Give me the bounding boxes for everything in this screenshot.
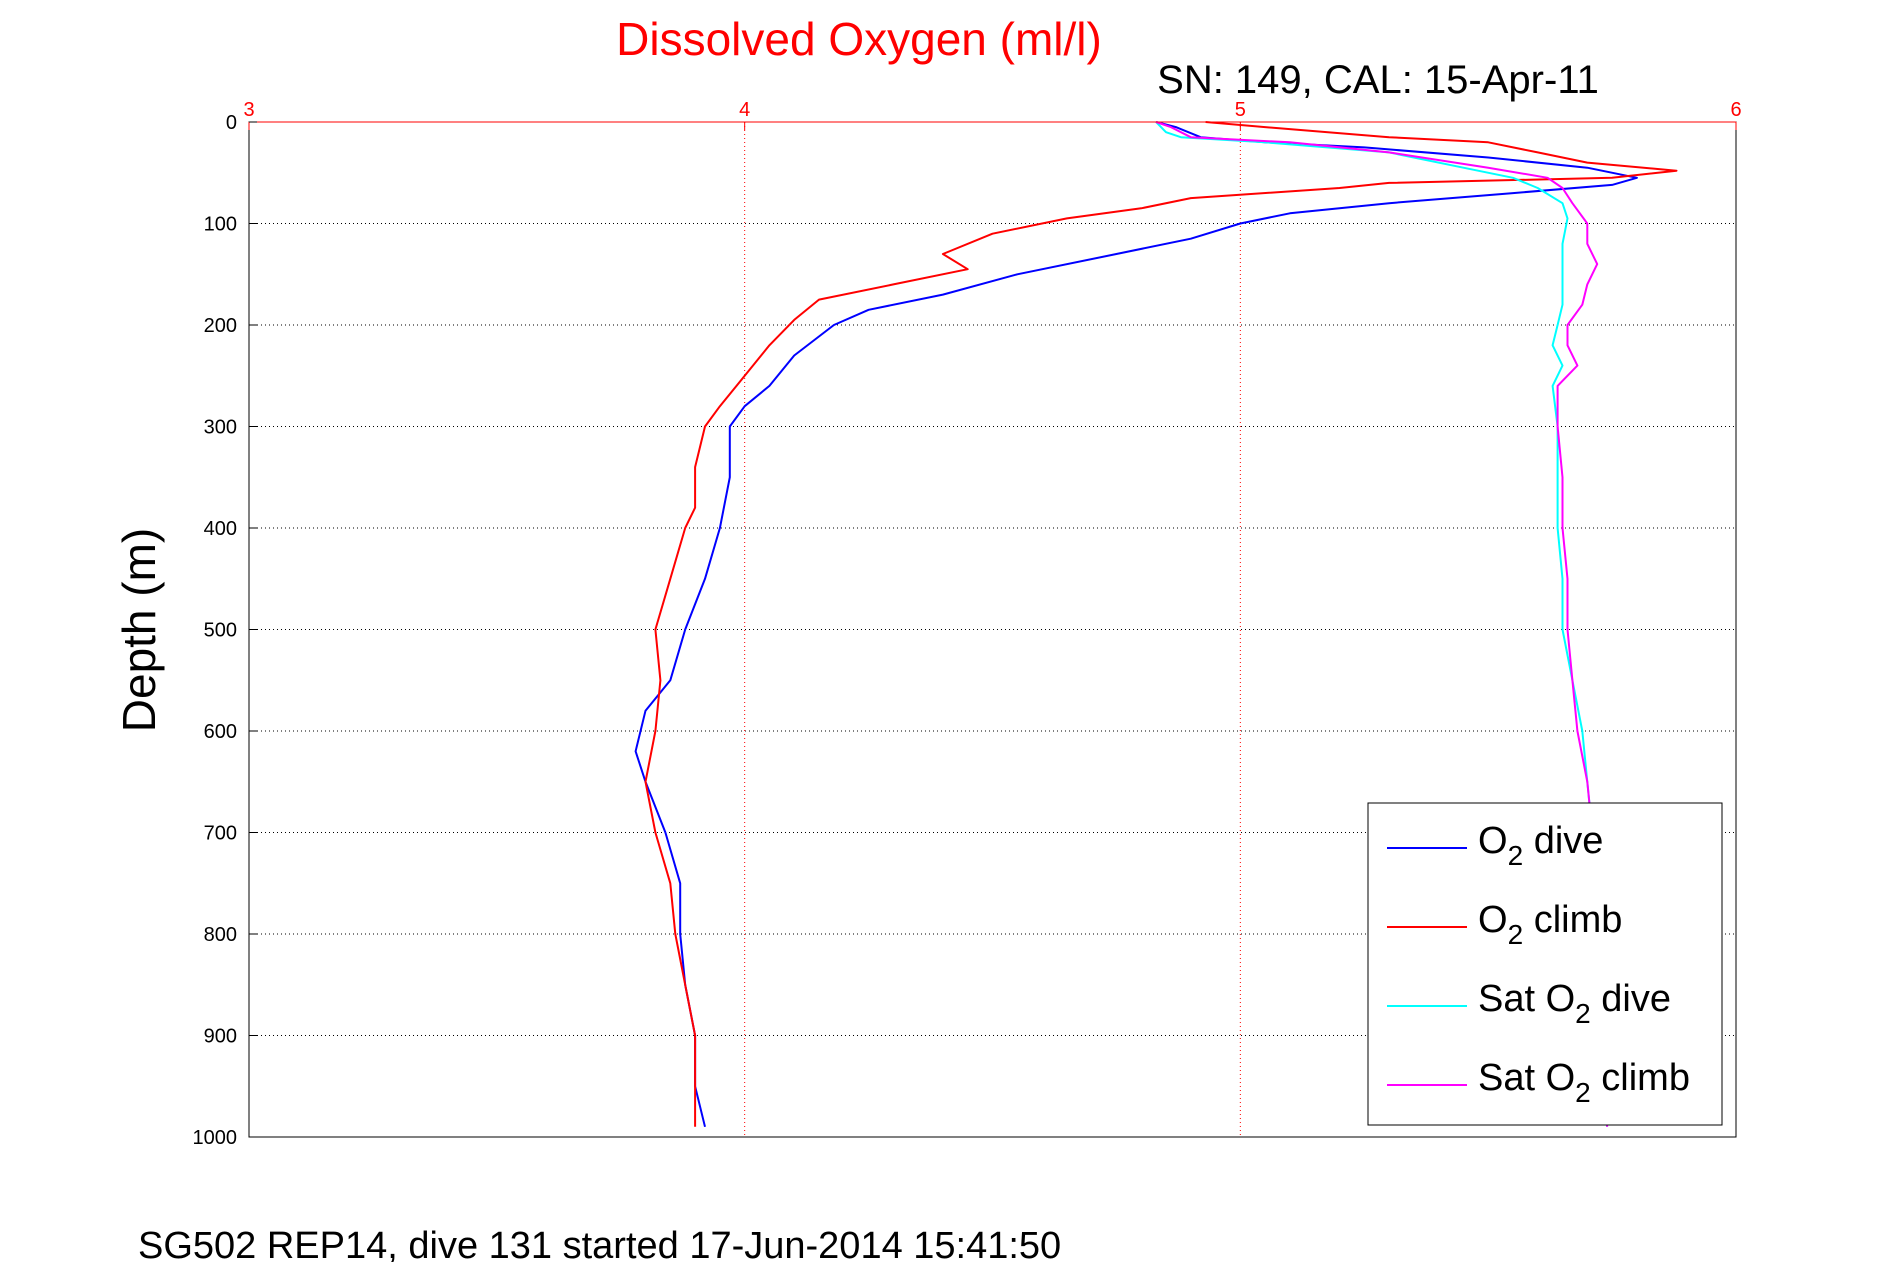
series-line-0 — [634, 121, 1638, 1128]
legend-label-1: O2 climb — [1478, 899, 1622, 950]
x-axis-ticks: 3 4 5 6 — [243, 99, 1742, 130]
chart-title: Dissolved Oxygen (ml/l) — [616, 13, 1102, 65]
legend-box — [1367, 802, 1723, 1126]
y-tick-label-100: 100 — [204, 214, 237, 236]
x-tick-label-6: 6 — [1730, 99, 1741, 121]
y-tick-label-300: 300 — [204, 417, 237, 439]
chart-subtitle: SN: 149, CAL: 15-Apr-11 — [1157, 58, 1599, 102]
y-tick-label-500: 500 — [204, 620, 237, 642]
y-tick-label-400: 400 — [204, 518, 237, 540]
legend-label-0: O2 dive — [1478, 820, 1603, 871]
footer-caption: SG502 REP14, dive 131 started 17-Jun-201… — [138, 1225, 1061, 1262]
legend-label-2: Sat O2 dive — [1478, 978, 1671, 1029]
series-line-1 — [644, 121, 1678, 1127]
series-lines — [634, 121, 1678, 1128]
x-tick-label-4: 4 — [739, 99, 750, 121]
y-tick-label-900: 900 — [204, 1026, 237, 1048]
y-axis-ticks: 0 100 200 300 400 500 600 700 800 900 1000 — [193, 112, 257, 1149]
y-tick-label-1000: 1000 — [193, 1127, 238, 1149]
y-axis-label: Depth (m) — [113, 528, 165, 732]
y-tick-label-0: 0 — [226, 112, 237, 134]
y-tick-label-700: 700 — [204, 823, 237, 845]
y-tick-label-600: 600 — [204, 721, 237, 743]
x-tick-label-5: 5 — [1235, 99, 1246, 121]
legend: O2 dive O2 climb Sat O2 dive Sat O2 climb — [1367, 802, 1723, 1126]
x-tick-label-3: 3 — [243, 99, 254, 121]
legend-label-3: Sat O2 climb — [1478, 1057, 1690, 1108]
y-tick-label-800: 800 — [204, 924, 237, 946]
y-tick-label-200: 200 — [204, 315, 237, 337]
